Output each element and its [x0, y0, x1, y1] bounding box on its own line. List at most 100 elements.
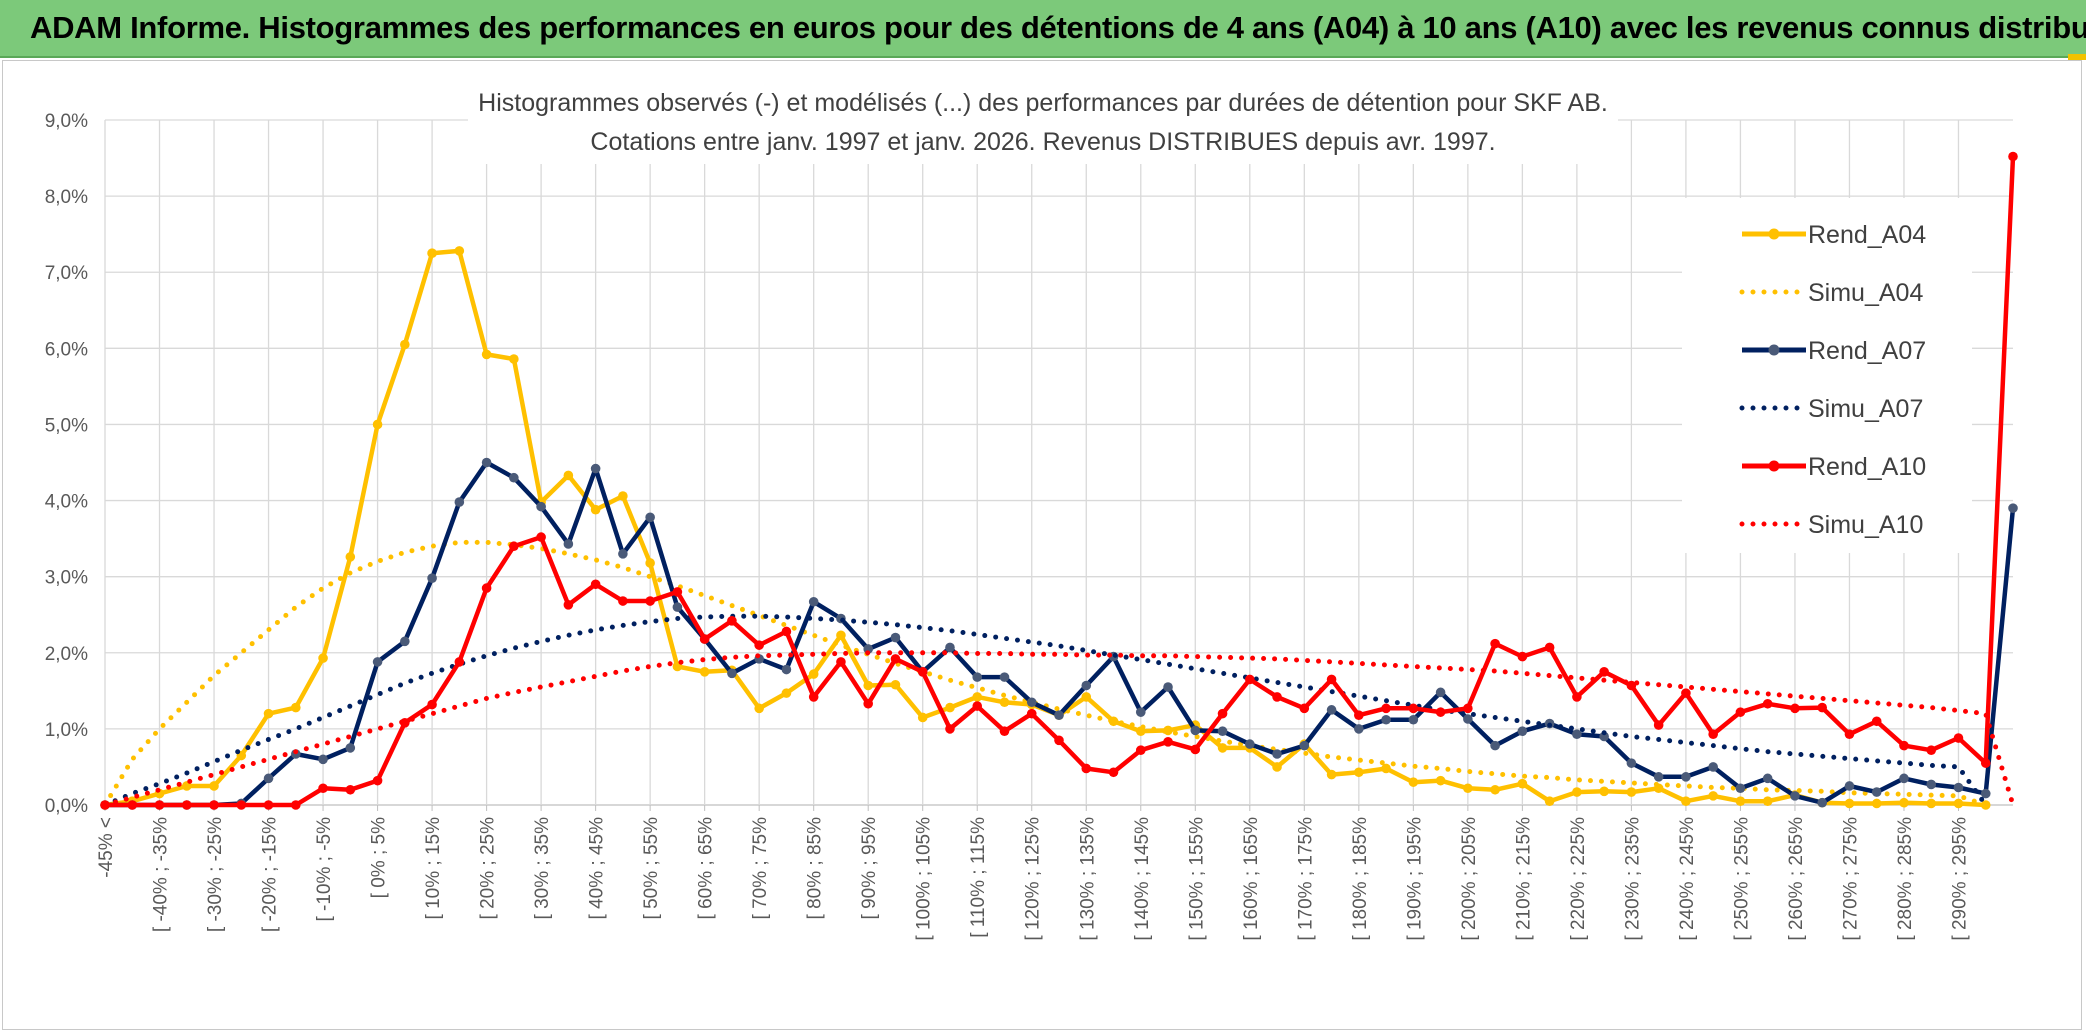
point-rend-a04 [1572, 787, 1582, 797]
legend-marker-rend-a04 [1768, 228, 1780, 240]
point-rend-a10 [1190, 744, 1201, 755]
y-tick-label: 6,0% [45, 339, 88, 360]
chart-subtitle: Cotations entre janv. 1997 et janv. 2026… [590, 128, 1495, 156]
point-rend-a07 [1517, 726, 1528, 736]
point-rend-a07 [727, 668, 737, 679]
point-rend-a07 [1081, 680, 1092, 691]
point-rend-a04 [618, 491, 628, 501]
point-rend-a10 [836, 657, 846, 667]
point-rend-a10 [1572, 692, 1582, 702]
point-rend-a07 [1926, 779, 1937, 790]
y-tick-label: 1,0% [45, 720, 88, 741]
point-rend-a04 [781, 688, 792, 698]
point-rend-a07 [890, 632, 901, 643]
point-rend-a07 [1381, 714, 1391, 725]
point-rend-a10 [999, 726, 1010, 736]
x-tick-label: [ 60% ; 65% [696, 817, 717, 920]
point-rend-a10 [672, 587, 683, 597]
point-rend-a07 [1572, 729, 1582, 740]
x-tick-label: [ 190% ; 195% [1404, 817, 1425, 941]
point-rend-a07 [999, 672, 1010, 682]
page-title: ADAM Informe. Histogrammes des performan… [30, 10, 2086, 45]
x-tick-label: [ 10% ; 15% [423, 817, 444, 920]
y-tick-label: 7,0% [45, 263, 88, 284]
point-rend-a10 [890, 654, 901, 664]
y-tick-label: 9,0% [45, 111, 88, 132]
x-tick-label: [ 240% ; 245% [1677, 817, 1698, 941]
point-rend-a04 [345, 552, 356, 562]
point-rend-a10 [454, 657, 465, 667]
x-tick-label: [ 140% ; 145% [1132, 817, 1153, 941]
point-rend-a10 [1354, 710, 1364, 720]
point-rend-a07 [1054, 710, 1064, 720]
point-rend-a07 [1408, 714, 1419, 725]
point-rend-a04 [645, 558, 655, 568]
x-tick-label: [ -40% ; -35% [151, 817, 172, 932]
point-rend-a07 [563, 539, 574, 549]
point-rend-a04 [427, 248, 437, 258]
point-rend-a10 [1953, 733, 1964, 743]
point-rend-a10 [1899, 740, 1909, 751]
chart-frame [2, 60, 2082, 1030]
y-tick-label: 4,0% [45, 492, 88, 513]
point-rend-a07 [1653, 772, 1664, 782]
point-rend-a07 [1163, 682, 1173, 692]
point-rend-a07 [645, 512, 655, 523]
point-rend-a04 [1326, 769, 1337, 780]
point-rend-a04 [754, 703, 764, 714]
point-rend-a10 [863, 698, 873, 709]
point-rend-a10 [1653, 720, 1664, 730]
point-rend-a10 [509, 541, 519, 552]
y-tick-label: 0,0% [45, 796, 88, 817]
point-rend-a04 [454, 246, 465, 256]
x-tick-label: [ 220% ; 225% [1568, 817, 1589, 941]
x-tick-label: [ 180% ; 185% [1350, 817, 1371, 941]
point-rend-a10 [781, 626, 792, 637]
point-rend-a07 [972, 672, 983, 682]
point-rend-a04 [1762, 796, 1773, 806]
point-rend-a07 [808, 596, 819, 607]
point-rend-a10 [127, 800, 138, 810]
point-rend-a04 [400, 339, 410, 350]
point-rend-a04 [509, 354, 519, 364]
point-rend-a07 [1190, 725, 1201, 736]
legend-label-rend-a10: Rend_A10 [1808, 453, 1926, 481]
point-rend-a07 [1817, 797, 1827, 808]
x-tick-label: [ 40% ; 45% [587, 817, 608, 920]
point-rend-a10 [1054, 735, 1064, 746]
x-tick-label: [ -10% ; -5% [314, 817, 335, 922]
point-rend-a07 [1762, 773, 1773, 784]
point-rend-a04 [318, 653, 328, 663]
x-tick-label: [ 110% ; 115% [968, 817, 989, 938]
point-rend-a07 [1026, 697, 1037, 708]
point-rend-a10 [917, 667, 928, 677]
point-rend-a10 [1217, 708, 1228, 719]
point-rend-a07 [1245, 739, 1255, 749]
point-rend-a07 [427, 573, 437, 583]
point-rend-a10 [1245, 674, 1255, 685]
title-background [468, 80, 1618, 164]
point-rend-a10 [345, 784, 356, 795]
point-rend-a04 [1926, 798, 1937, 809]
point-rend-a10 [372, 775, 383, 786]
point-rend-a10 [1926, 745, 1937, 755]
point-rend-a10 [618, 596, 628, 606]
point-rend-a10 [1081, 763, 1092, 774]
x-tick-label: [ 70% ; 75% [750, 817, 771, 920]
legend: Rend_A04 Simu_A04 Rend_A07 Simu_A07 Rend_A10… [1682, 198, 1972, 553]
point-rend-a04 [1871, 798, 1882, 809]
x-tick-label: [ 80% ; 85% [805, 817, 826, 920]
series-simu-a04 [102, 539, 1989, 808]
point-rend-a10 [1517, 651, 1528, 662]
point-rend-a04 [563, 470, 574, 481]
header-banner: ADAM Informe. Histogrammes des performan… [0, 0, 2086, 58]
point-rend-a07 [345, 743, 356, 753]
point-rend-a07 [1980, 788, 1991, 799]
point-rend-a10 [1163, 737, 1173, 747]
x-tick-label: [ 230% ; 235% [1622, 817, 1643, 941]
point-rend-a04 [1354, 767, 1364, 778]
point-rend-a10 [1326, 674, 1337, 685]
point-rend-a07 [945, 642, 955, 653]
point-rend-a10 [181, 800, 192, 810]
